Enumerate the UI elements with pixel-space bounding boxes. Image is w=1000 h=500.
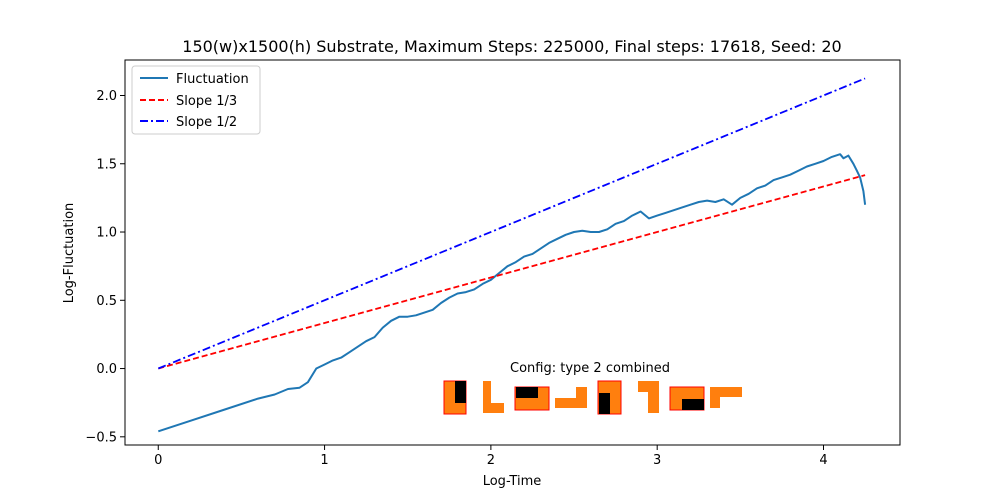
y-tick-label: 0.5 xyxy=(96,294,117,309)
x-tick-label: 1 xyxy=(320,453,328,468)
y-tick-label: −0.5 xyxy=(85,430,117,445)
config-shape-7 xyxy=(669,386,705,411)
y-tick-label: 1.0 xyxy=(96,226,117,241)
config-shape-6 xyxy=(638,381,659,413)
plot-area: 0 1 2 3 4 −0.5 0.0 0.5 1.0 1.5 2.0 xyxy=(85,59,901,468)
y-tick-label: 1.5 xyxy=(96,157,117,172)
config-shape-8 xyxy=(710,387,742,408)
config-shape-2 xyxy=(483,381,504,413)
x-tick-label: 4 xyxy=(819,453,827,468)
axes-frame xyxy=(124,59,901,446)
config-shape-1 xyxy=(443,380,467,415)
y-axis-label: Log-Fluctuation xyxy=(62,203,77,304)
y-tick-label: 2.0 xyxy=(96,89,117,104)
x-tick-label: 0 xyxy=(154,453,162,468)
legend: Fluctuation Slope 1/3 Slope 1/2 xyxy=(131,65,261,135)
series-line-slope-1-3 xyxy=(158,174,866,370)
legend-box xyxy=(131,65,261,135)
x-axis-label: Log-Time xyxy=(483,474,542,489)
config-shape-5 xyxy=(597,380,622,415)
config-shape-3 xyxy=(514,386,550,411)
config-annotation: Config: type 2 combined xyxy=(510,361,670,376)
series-line-fluctuation xyxy=(157,153,867,433)
legend-label-slope-third: Slope 1/3 xyxy=(176,94,237,109)
x-tick-label: 2 xyxy=(487,453,495,468)
config-inset: Config: type 2 combined xyxy=(443,361,742,415)
chart-title: 150(w)x1500(h) Substrate, Maximum Steps:… xyxy=(182,37,841,56)
config-shape-4 xyxy=(555,387,587,408)
series-lines xyxy=(157,77,867,433)
axis-ticks: 0 1 2 3 4 −0.5 0.0 0.5 1.0 1.5 2.0 xyxy=(85,89,827,468)
x-tick-label: 3 xyxy=(653,453,661,468)
series-line-slope-1-2 xyxy=(157,77,866,370)
y-tick-label: 0.0 xyxy=(96,362,117,377)
legend-label-fluctuation: Fluctuation xyxy=(176,72,249,87)
legend-label-slope-half: Slope 1/2 xyxy=(176,115,237,130)
